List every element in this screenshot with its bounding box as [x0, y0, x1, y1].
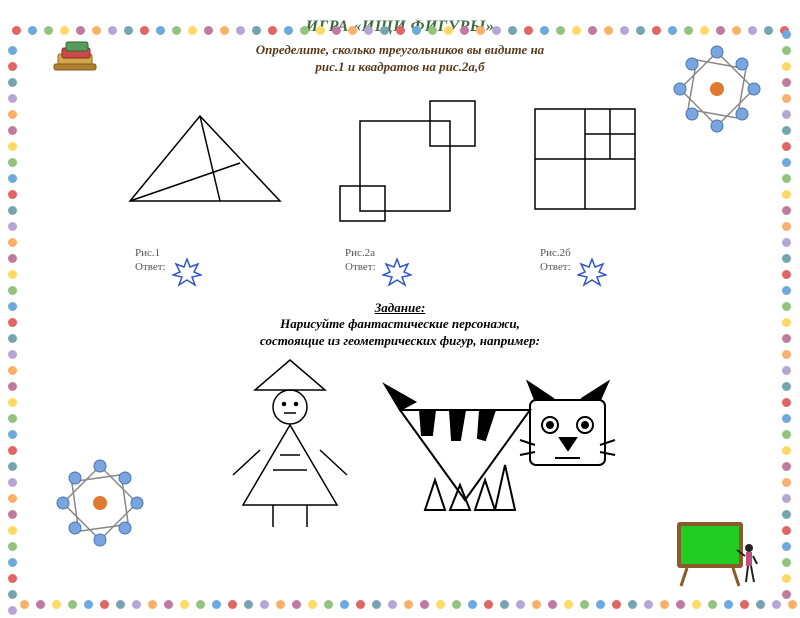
books-icon	[52, 36, 102, 76]
figure-2a-squares	[335, 96, 485, 226]
fig1-answer-label: Ответ:	[135, 261, 166, 273]
task-line1: Нарисуйте фантастические персонажи,	[280, 316, 520, 331]
geometric-cat-figure	[380, 380, 620, 520]
fig2b-caption: Рис.2б	[540, 247, 571, 259]
fig2b-answer-label: Ответ:	[540, 261, 571, 273]
starburst-icon	[382, 258, 412, 288]
task-body: Нарисуйте фантастические персонажи, сост…	[0, 316, 800, 350]
instruction-text: Определите, сколько треугольников вы вид…	[190, 42, 610, 76]
puzzle-figures-row	[0, 86, 800, 246]
fig1-caption: Рис.1	[135, 247, 160, 259]
label-fig1: Рис.1 Ответ:	[135, 246, 166, 275]
task-line2: состоящие из геометрических фигур, напри…	[260, 333, 540, 348]
fig2a-answer-label: Ответ:	[345, 261, 376, 273]
figure-labels-row: Рис.1 Ответ: Рис.2а Ответ: Рис.2б Ответ:	[0, 246, 800, 296]
starburst-icon	[172, 258, 202, 288]
page-title: ИГРА «ИЩИ ФИГУРЫ»	[0, 18, 800, 36]
figure-2b-squares	[530, 104, 640, 214]
fig2a-caption: Рис.2а	[345, 247, 375, 259]
instruction-line1: Определите, сколько треугольников вы вид…	[256, 42, 544, 57]
label-fig2b: Рис.2б Ответ:	[540, 246, 571, 275]
chalkboard-icon	[675, 520, 760, 590]
molecule-icon	[55, 458, 145, 548]
figure-1-triangles	[120, 101, 290, 211]
geometric-person-figure	[225, 355, 355, 530]
label-fig2a: Рис.2а Ответ:	[345, 246, 376, 275]
task-title: Задание:	[0, 300, 800, 316]
instruction-line2: рис.1 и квадратов на рис.2а,б	[315, 59, 484, 74]
starburst-icon	[577, 258, 607, 288]
